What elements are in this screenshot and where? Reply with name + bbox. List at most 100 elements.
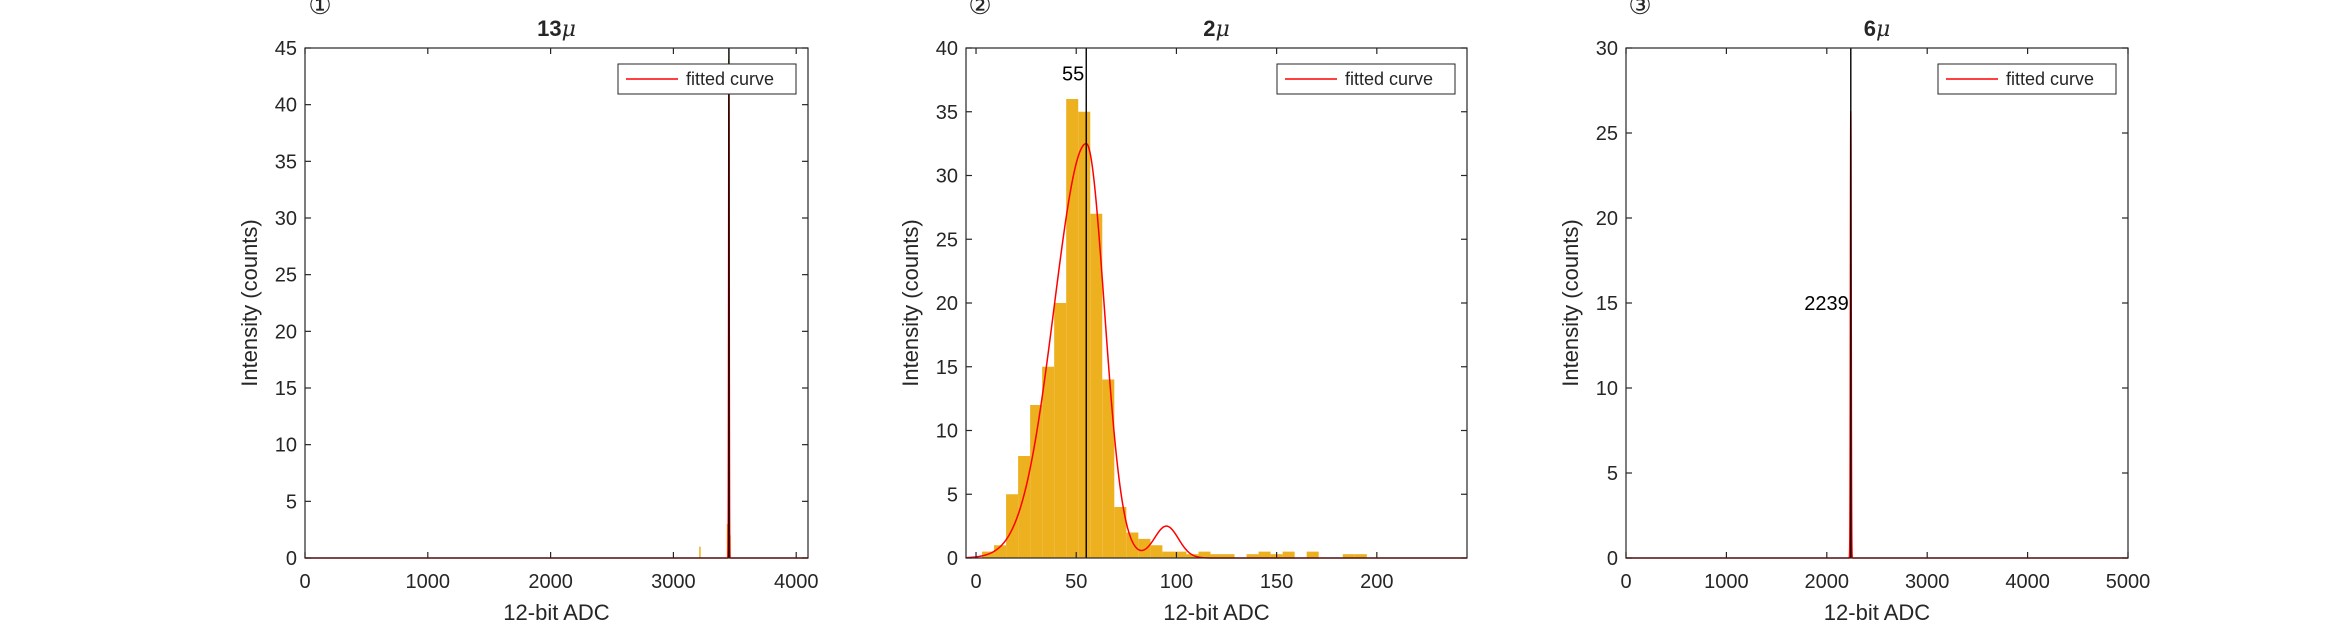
x-tick-label: 3000 bbox=[651, 571, 696, 593]
histogram-bar-16 bbox=[1162, 551, 1175, 558]
y-tick-label: 10 bbox=[936, 421, 958, 443]
legend-entry: fitted curve bbox=[1345, 69, 1433, 89]
histogram-bar-1 bbox=[699, 546, 701, 558]
x-tick-label: 0 bbox=[1620, 571, 1631, 593]
histogram-bar-3 bbox=[1006, 494, 1019, 558]
y-tick-label: 30 bbox=[275, 208, 297, 230]
histogram-bar-28 bbox=[1354, 554, 1367, 558]
y-tick-label: 45 bbox=[275, 38, 297, 60]
histogram-bar-8 bbox=[1066, 99, 1079, 558]
x-tick-label: 1000 bbox=[1704, 571, 1749, 593]
y-tick-label: 25 bbox=[1596, 123, 1618, 145]
peak-annotation: 55 bbox=[1062, 64, 1084, 86]
histogram-bar-20 bbox=[1210, 554, 1223, 558]
chart-title: 6μ bbox=[1864, 16, 1891, 42]
y-axis-label: Intensity (counts) bbox=[237, 219, 262, 387]
y-tick-label: 40 bbox=[936, 38, 958, 60]
y-tick-label: 10 bbox=[1596, 378, 1618, 400]
x-tick-label: 0 bbox=[970, 571, 981, 593]
y-tick-label: 15 bbox=[936, 357, 958, 379]
y-axis-label: Intensity (counts) bbox=[898, 219, 923, 387]
x-tick-label: 100 bbox=[1160, 571, 1193, 593]
legend: fitted curve bbox=[617, 63, 797, 95]
histogram-bar-22 bbox=[1246, 554, 1259, 558]
chart-title-number: 6 bbox=[1864, 16, 1876, 41]
chart-title-symbol: μ bbox=[562, 17, 576, 42]
y-tick-label: 20 bbox=[1596, 208, 1618, 230]
x-tick-label: 0 bbox=[299, 571, 310, 593]
x-tick-label: 4000 bbox=[2005, 571, 2050, 593]
y-tick-label: 0 bbox=[1607, 548, 1618, 570]
y-tick-label: 5 bbox=[1607, 463, 1618, 485]
panel-marker: ① bbox=[308, 0, 331, 21]
legend: fitted curve bbox=[1276, 63, 1456, 95]
x-tick-label: 3000 bbox=[1905, 571, 1950, 593]
legend-entry: fitted curve bbox=[2006, 69, 2094, 89]
histogram-bars bbox=[982, 99, 1367, 558]
legend: fitted curve bbox=[1937, 63, 2117, 95]
legend-entry: fitted curve bbox=[686, 69, 774, 89]
y-tick-label: 20 bbox=[275, 321, 297, 343]
x-tick-label: 150 bbox=[1260, 571, 1293, 593]
histogram-bar-15 bbox=[1150, 545, 1163, 558]
chart-title: 2μ bbox=[1203, 16, 1230, 42]
chart-title-number: 2 bbox=[1203, 16, 1215, 41]
y-tick-label: 40 bbox=[275, 95, 297, 117]
x-tick-label: 2000 bbox=[528, 571, 573, 593]
histogram-bar-5 bbox=[1030, 405, 1043, 558]
chart-title: 13μ bbox=[537, 16, 576, 42]
histogram-bar-9 bbox=[1078, 111, 1091, 558]
y-tick-label: 35 bbox=[275, 151, 297, 173]
y-tick-label: 15 bbox=[275, 378, 297, 400]
y-tick-label: 0 bbox=[286, 548, 297, 570]
y-tick-label: 5 bbox=[947, 484, 958, 506]
y-tick-label: 35 bbox=[936, 102, 958, 124]
histogram-bar-18 bbox=[1186, 554, 1199, 558]
histogram-bar-26 bbox=[1306, 551, 1319, 558]
x-tick-label: 200 bbox=[1360, 571, 1393, 593]
x-tick-label: 50 bbox=[1065, 571, 1087, 593]
chart-panel-2: 0 50 100 150 200 0 5 10 15 20 25 30 35 40 12-bit ADC In… bbox=[898, 0, 1468, 625]
y-tick-label: 5 bbox=[286, 491, 297, 513]
y-axis-label: Intensity (counts) bbox=[1558, 219, 1583, 387]
chart-panel-3: 0 1000 2000 3000 4000 5000 0 5 10 15 20 25 30 12-bit … bbox=[1558, 0, 2150, 625]
histogram-bar-6 bbox=[1042, 366, 1055, 558]
chart-title-symbol: μ bbox=[1876, 17, 1890, 42]
y-tick-label: 0 bbox=[947, 548, 958, 570]
histogram-bar-12 bbox=[1114, 507, 1127, 558]
chart-title-number: 13 bbox=[537, 16, 561, 41]
x-axis-label: 12-bit ADC bbox=[1163, 600, 1269, 625]
histogram-bar-10 bbox=[1090, 213, 1103, 558]
histogram-bar-13 bbox=[1126, 532, 1139, 558]
histogram-bar-11 bbox=[1102, 379, 1115, 558]
y-tick-label: 30 bbox=[936, 166, 958, 188]
x-tick-label: 2000 bbox=[1805, 571, 1850, 593]
chart-title-symbol: μ bbox=[1215, 17, 1229, 42]
y-tick-label: 15 bbox=[1596, 293, 1618, 315]
histogram-bar-17 bbox=[1174, 551, 1187, 558]
y-tick-label: 25 bbox=[936, 229, 958, 251]
panel-marker: ③ bbox=[1628, 0, 1651, 21]
histogram-bar-21 bbox=[1222, 554, 1235, 558]
histogram-bar-25 bbox=[1282, 551, 1295, 558]
panel-marker: ② bbox=[968, 0, 991, 21]
plot-area bbox=[305, 48, 808, 558]
histogram-bar-19 bbox=[1198, 551, 1211, 558]
axes-box bbox=[304, 47, 809, 559]
y-tick-label: 30 bbox=[1596, 38, 1618, 60]
x-tick-label: 1000 bbox=[406, 571, 451, 593]
chart-panel-1: 0 1000 2000 3000 4000 0 5 10 15 20 25 30 35 40 45 12-bi… bbox=[237, 0, 818, 625]
x-axis-label: 12-bit ADC bbox=[1824, 600, 1930, 625]
y-tick-label: 20 bbox=[936, 293, 958, 315]
x-tick-label: 4000 bbox=[774, 571, 819, 593]
x-axis-label: 12-bit ADC bbox=[503, 600, 609, 625]
histogram-bar-23 bbox=[1258, 551, 1271, 558]
plot-area bbox=[1626, 48, 2128, 558]
histogram-bar-7 bbox=[1054, 303, 1067, 558]
x-tick-label: 5000 bbox=[2106, 571, 2151, 593]
peak-annotation: 2239 bbox=[1804, 293, 1849, 315]
histogram-bar-27 bbox=[1342, 554, 1355, 558]
y-tick-label: 25 bbox=[275, 265, 297, 287]
histogram-bar-14 bbox=[1138, 538, 1151, 558]
